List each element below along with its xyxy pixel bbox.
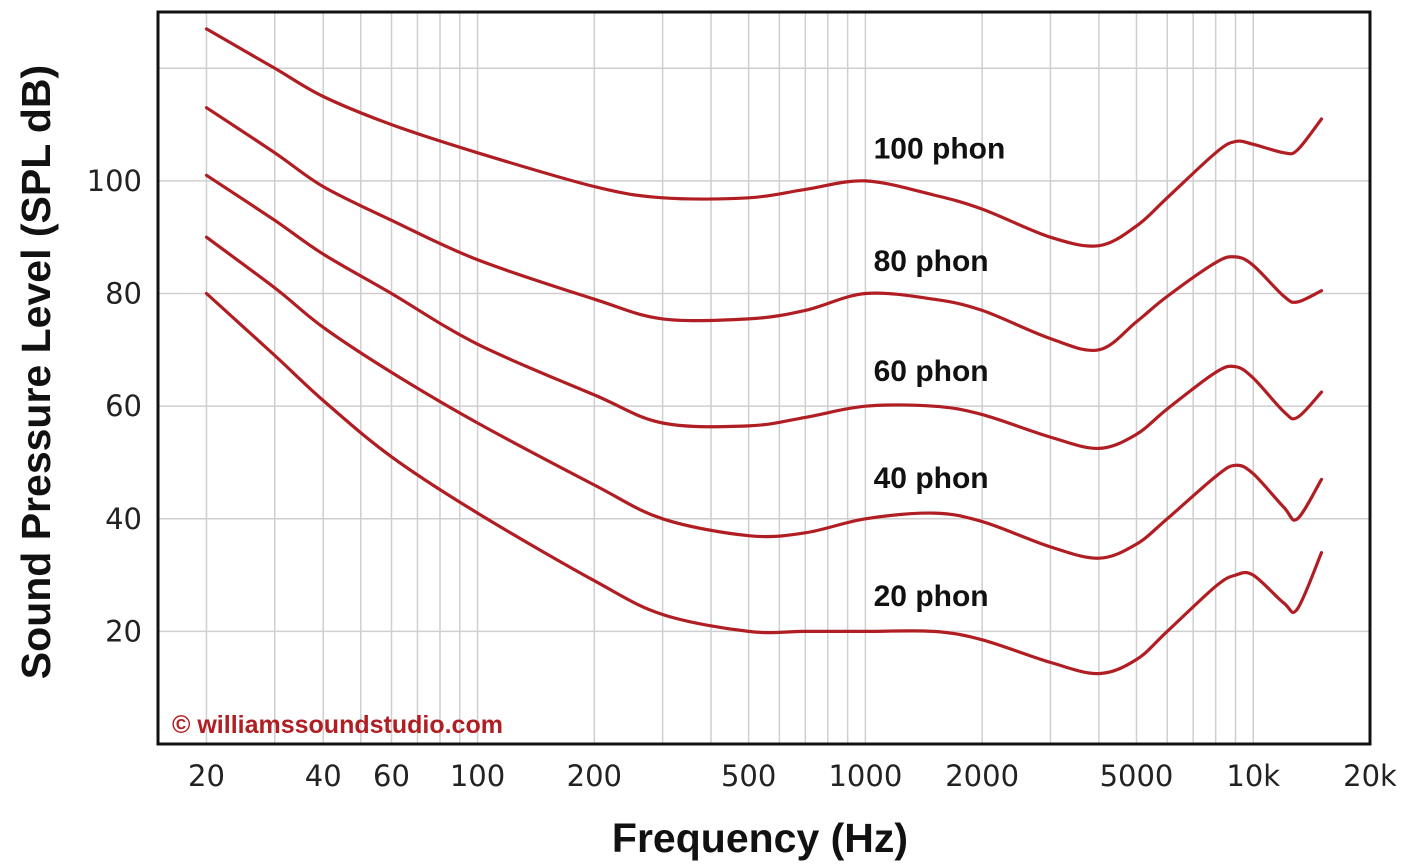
phon-curve-label: 40 phon	[874, 462, 989, 495]
phon-curve-label: 100 phon	[874, 132, 1006, 165]
curve-labels: 100 phon 80 phon 60 phon 40 phon 20 phon	[874, 132, 1006, 613]
x-tick-label: 40	[305, 759, 342, 793]
x-tick-label: 500	[721, 759, 776, 793]
phon-curve	[204, 291, 1324, 676]
plot-background	[158, 12, 1370, 744]
x-tick-label: 20k	[1343, 759, 1397, 793]
x-tick-label: 100	[450, 759, 505, 793]
plot-frame	[156, 10, 1372, 746]
x-tick-label: 1000	[828, 759, 902, 793]
y-tick-label: 80	[105, 277, 142, 311]
y-tick-label: 100	[87, 164, 142, 198]
x-tick-label: 60	[373, 759, 410, 793]
x-axis-ticks: 20 40 60 100 200 500 1000 2000 5000 10k 20k	[188, 759, 1397, 793]
y-axis-ticks: 20 40 60 80 100	[87, 164, 142, 648]
y-tick-label: 20	[105, 614, 142, 648]
x-tick-label: 5000	[1100, 759, 1174, 793]
watermark-text: © williamssoundstudio.com	[172, 711, 503, 739]
x-tick-label: 10k	[1226, 759, 1280, 793]
y-tick-label: 60	[105, 389, 142, 423]
y-axis-title: Sound Pressure Level (SPL dB)	[13, 65, 59, 679]
phon-curve-label: 20 phon	[874, 580, 989, 613]
x-axis-title: Frequency (Hz)	[612, 815, 908, 861]
phon-curve	[204, 27, 1324, 248]
x-tick-label: 200	[567, 759, 622, 793]
phon-curve-label: 80 phon	[874, 245, 989, 278]
y-tick-label: 40	[105, 502, 142, 536]
phon-curve	[204, 173, 1324, 451]
phon-curve-label: 60 phon	[874, 355, 989, 388]
phon-curve	[204, 106, 1324, 353]
x-tick-label: 2000	[945, 759, 1019, 793]
curves	[204, 27, 1324, 676]
phon-curve	[204, 235, 1324, 560]
x-tick-label: 20	[188, 759, 225, 793]
